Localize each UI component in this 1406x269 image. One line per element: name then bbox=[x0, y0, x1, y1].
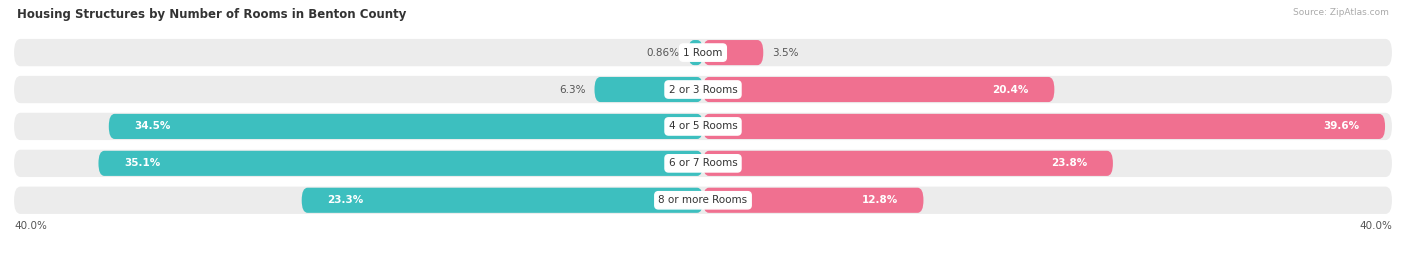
Text: Source: ZipAtlas.com: Source: ZipAtlas.com bbox=[1294, 8, 1389, 17]
Text: 40.0%: 40.0% bbox=[14, 221, 46, 231]
Text: 23.3%: 23.3% bbox=[328, 195, 364, 205]
FancyBboxPatch shape bbox=[595, 77, 703, 102]
FancyBboxPatch shape bbox=[703, 114, 1385, 139]
Text: 1 Room: 1 Room bbox=[683, 48, 723, 58]
Text: 6.3%: 6.3% bbox=[560, 84, 586, 94]
Text: 34.5%: 34.5% bbox=[135, 121, 172, 132]
FancyBboxPatch shape bbox=[703, 151, 1114, 176]
Text: 35.1%: 35.1% bbox=[124, 158, 160, 168]
FancyBboxPatch shape bbox=[14, 187, 1392, 214]
FancyBboxPatch shape bbox=[688, 40, 703, 65]
Text: 0.86%: 0.86% bbox=[647, 48, 679, 58]
Text: 23.8%: 23.8% bbox=[1050, 158, 1087, 168]
Legend: Owner-occupied, Renter-occupied: Owner-occupied, Renter-occupied bbox=[591, 268, 815, 269]
Text: 6 or 7 Rooms: 6 or 7 Rooms bbox=[669, 158, 737, 168]
FancyBboxPatch shape bbox=[302, 188, 703, 213]
FancyBboxPatch shape bbox=[703, 77, 1054, 102]
Text: 39.6%: 39.6% bbox=[1323, 121, 1360, 132]
Text: 8 or more Rooms: 8 or more Rooms bbox=[658, 195, 748, 205]
FancyBboxPatch shape bbox=[703, 188, 924, 213]
FancyBboxPatch shape bbox=[14, 150, 1392, 177]
FancyBboxPatch shape bbox=[14, 39, 1392, 66]
Text: 20.4%: 20.4% bbox=[993, 84, 1029, 94]
FancyBboxPatch shape bbox=[14, 76, 1392, 103]
FancyBboxPatch shape bbox=[108, 114, 703, 139]
Text: 4 or 5 Rooms: 4 or 5 Rooms bbox=[669, 121, 737, 132]
Text: 3.5%: 3.5% bbox=[772, 48, 799, 58]
FancyBboxPatch shape bbox=[98, 151, 703, 176]
Text: 12.8%: 12.8% bbox=[862, 195, 897, 205]
Text: 40.0%: 40.0% bbox=[1360, 221, 1392, 231]
FancyBboxPatch shape bbox=[703, 40, 763, 65]
FancyBboxPatch shape bbox=[14, 113, 1392, 140]
Text: Housing Structures by Number of Rooms in Benton County: Housing Structures by Number of Rooms in… bbox=[17, 8, 406, 21]
Text: 2 or 3 Rooms: 2 or 3 Rooms bbox=[669, 84, 737, 94]
